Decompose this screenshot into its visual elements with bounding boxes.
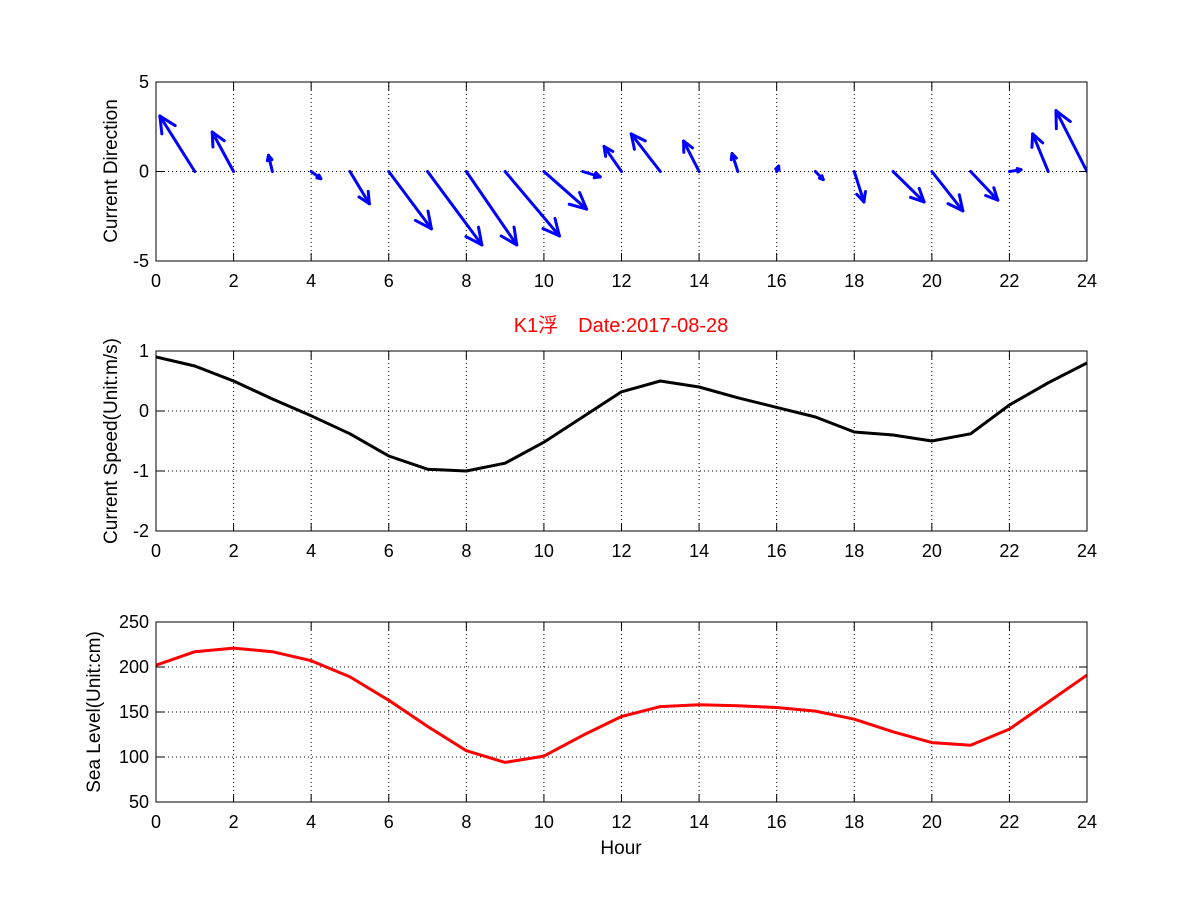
x-tick-label: 0	[151, 271, 161, 291]
x-tick-label: 10	[534, 812, 554, 832]
sea-level-axes-box	[155, 621, 1088, 803]
y-tick-label: -2	[133, 521, 149, 541]
sea-level-xlabel: Hour	[600, 838, 642, 859]
x-tick-label: 22	[999, 541, 1019, 561]
figure-title: K1浮 Date:2017-08-28	[514, 314, 729, 337]
speed-series-line	[156, 355, 1087, 473]
x-tick-label: 6	[384, 271, 394, 291]
y-tick-label: 100	[119, 747, 149, 767]
x-tick-label: 8	[461, 541, 471, 561]
direction-arrow	[969, 170, 1000, 202]
x-tick-label: 14	[689, 541, 709, 561]
x-tick-label: 12	[611, 271, 631, 291]
x-tick-label: 2	[229, 541, 239, 561]
x-tick-label: 20	[922, 271, 942, 291]
y-tick-label: 0	[139, 401, 149, 421]
speed-panel: 0 2 4 6 8 10 12 14 16 18 20 22 24-2-101 Current Spee…	[101, 338, 1097, 561]
direction-arrow	[210, 130, 236, 173]
speed-ticks: 0 2 4 6 8 10 12 14 16 18 20 22 24-2-101	[133, 341, 1097, 561]
x-tick-label: 6	[384, 812, 394, 832]
direction-ylabel: Current Direction	[101, 99, 122, 243]
direction-arrow	[729, 152, 740, 173]
x-tick-label: 24	[1077, 541, 1097, 561]
y-tick-label: 150	[119, 702, 149, 722]
direction-arrow	[464, 170, 519, 247]
x-tick-label: 4	[306, 271, 316, 291]
direction-arrow	[1054, 109, 1087, 173]
y-tick-label: 50	[129, 792, 149, 812]
x-tick-label: 8	[461, 812, 471, 832]
direction-arrow	[774, 164, 781, 173]
y-tick-label: 0	[139, 162, 149, 182]
y-tick-label: 1	[139, 341, 149, 361]
x-tick-label: 2	[229, 812, 239, 832]
x-tick-label: 22	[999, 812, 1019, 832]
direction-arrow	[629, 132, 662, 173]
direction-axes-frame	[155, 81, 1088, 262]
direction-arrow	[387, 170, 433, 231]
x-tick-label: 6	[384, 541, 394, 561]
direction-arrow	[852, 170, 867, 204]
x-tick-label: 20	[922, 541, 942, 561]
direction-arrow	[1007, 167, 1023, 174]
direction-arrow	[930, 170, 965, 213]
direction-arrow	[581, 170, 602, 180]
x-tick-label: 18	[844, 271, 864, 291]
direction-arrow	[602, 144, 623, 173]
x-tick-label: 0	[151, 541, 161, 561]
y-tick-label: 250	[119, 612, 149, 632]
y-tick-label: 200	[119, 657, 149, 677]
direction-arrow	[265, 153, 274, 173]
x-tick-label: 12	[611, 812, 631, 832]
direction-arrow	[503, 170, 561, 238]
x-tick-label: 8	[461, 271, 471, 291]
y-tick-label: 5	[139, 72, 149, 92]
x-tick-label: 16	[767, 541, 787, 561]
x-tick-label: 4	[306, 812, 316, 832]
direction-arrow	[542, 170, 589, 211]
x-tick-label: 10	[534, 541, 554, 561]
direction-arrow	[348, 170, 371, 206]
y-tick-label: -1	[133, 461, 149, 481]
x-tick-label: 16	[767, 271, 787, 291]
x-tick-label: 18	[844, 541, 864, 561]
x-tick-label: 4	[306, 541, 316, 561]
x-tick-label: 10	[534, 271, 554, 291]
x-tick-label: 14	[689, 812, 709, 832]
x-tick-label: 24	[1077, 271, 1097, 291]
speed-ylabel: Current Speed(Unit:m/s)	[101, 338, 122, 544]
direction-arrows	[158, 109, 1087, 247]
x-tick-label: 14	[689, 271, 709, 291]
sea-level-axes-frame	[155, 621, 1088, 803]
x-tick-label: 24	[1077, 812, 1097, 832]
x-tick-label: 2	[229, 271, 239, 291]
speed-axes-frame	[155, 350, 1088, 532]
direction-arrow	[158, 114, 197, 173]
direction-arrow	[309, 170, 323, 181]
sea-level-series-line	[156, 646, 1087, 764]
direction-arrow	[891, 170, 926, 204]
direction-arrow	[426, 170, 484, 247]
x-tick-label: 16	[767, 812, 787, 832]
x-tick-label: 18	[844, 812, 864, 832]
sea-level-ylabel: Sea Level(Unit:cm)	[84, 631, 105, 793]
direction-arrow	[1030, 132, 1050, 173]
direction-ticks: 0 2 4 6 8 10 12 14 16 18 20 22 24-505	[133, 72, 1097, 291]
y-tick-label: -5	[133, 251, 149, 271]
x-tick-label: 22	[999, 271, 1019, 291]
direction-arrow	[813, 170, 825, 182]
direction-arrow	[682, 139, 701, 173]
x-tick-label: 20	[922, 812, 942, 832]
direction-panel: 0 2 4 6 8 10 12 14 16 18 20 22 24-505 Current Direct…	[101, 72, 1097, 291]
x-tick-label: 0	[151, 812, 161, 832]
x-tick-label: 12	[611, 541, 631, 561]
